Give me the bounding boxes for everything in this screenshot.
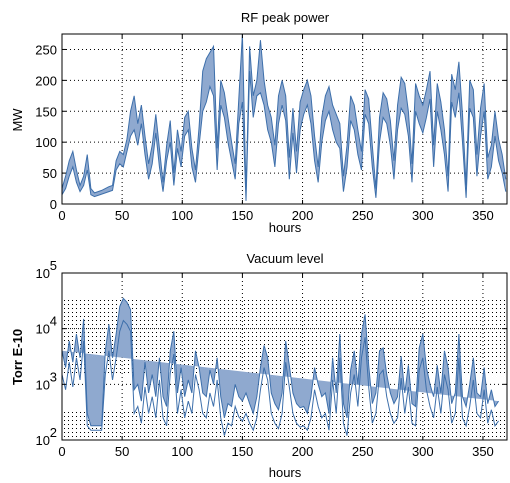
y-tick-exponent: 5	[50, 258, 57, 273]
x-tick-label: 350	[472, 208, 494, 223]
x-tick-label: 200	[292, 444, 314, 459]
y-axis-label: MW	[10, 108, 25, 132]
x-tick-label: 150	[232, 208, 254, 223]
x-tick-label: 250	[352, 208, 374, 223]
x-tick-label: 200	[292, 208, 314, 223]
y-tick-label: 100	[35, 135, 57, 150]
data-series	[61, 33, 507, 201]
series-upper-line	[61, 297, 499, 427]
y-tick-label: 10	[36, 433, 50, 448]
x-tick-label: 100	[171, 208, 193, 223]
x-tick-label: 0	[58, 444, 65, 459]
x-tick-label: 50	[115, 444, 129, 459]
data-series	[61, 297, 499, 436]
plot-frame	[61, 272, 508, 441]
dotted-band	[62, 298, 507, 329]
y-tick-exponent: 4	[50, 314, 57, 329]
series-lower-line	[61, 319, 499, 436]
y-tick-label: 0	[50, 197, 57, 212]
axis-ticks: 0 50 100 150 200 250 300 350 0 50 100 150 200 250	[35, 34, 507, 223]
chart-title: Vacuum level	[246, 251, 323, 266]
series-upper-line	[61, 33, 507, 194]
x-tick-label: 250	[352, 444, 374, 459]
x-tick-label: 350	[472, 444, 494, 459]
chart-title: RF peak power	[241, 10, 330, 25]
dotted-band	[62, 409, 507, 440]
y-tick-exponent: 3	[50, 369, 57, 384]
x-tick-label: 50	[115, 208, 129, 223]
y-tick-label: 250	[35, 42, 57, 57]
x-axis-label: hours	[269, 465, 302, 480]
y-tick-exponent: 2	[50, 425, 57, 440]
y-tick-label: 10	[36, 266, 50, 281]
series-lower-line	[61, 71, 507, 201]
plot-frame	[61, 33, 508, 205]
x-axis-label: hours	[269, 220, 302, 235]
x-tick-label: 0	[58, 208, 65, 223]
x-tick-label: 150	[232, 444, 254, 459]
y-axis-label: Torr E-10	[10, 329, 25, 385]
y-tick-label: 200	[35, 73, 57, 88]
y-tick-label: 10	[36, 322, 50, 337]
y-tick-label: 10	[36, 377, 50, 392]
rf-peak-power-panel: RF peak power MW hours 0 50 100 150 200 250 30…	[10, 10, 508, 235]
x-tick-label: 300	[412, 444, 434, 459]
y-tick-label: 50	[43, 166, 57, 181]
x-tick-label: 300	[412, 208, 434, 223]
y-tick-label: 150	[35, 104, 57, 119]
vacuum-level-panel: Vacuum level Torr E-10 hours 0 50 100 150 20…	[10, 251, 508, 480]
x-tick-label: 100	[171, 444, 193, 459]
series-band	[62, 34, 506, 201]
